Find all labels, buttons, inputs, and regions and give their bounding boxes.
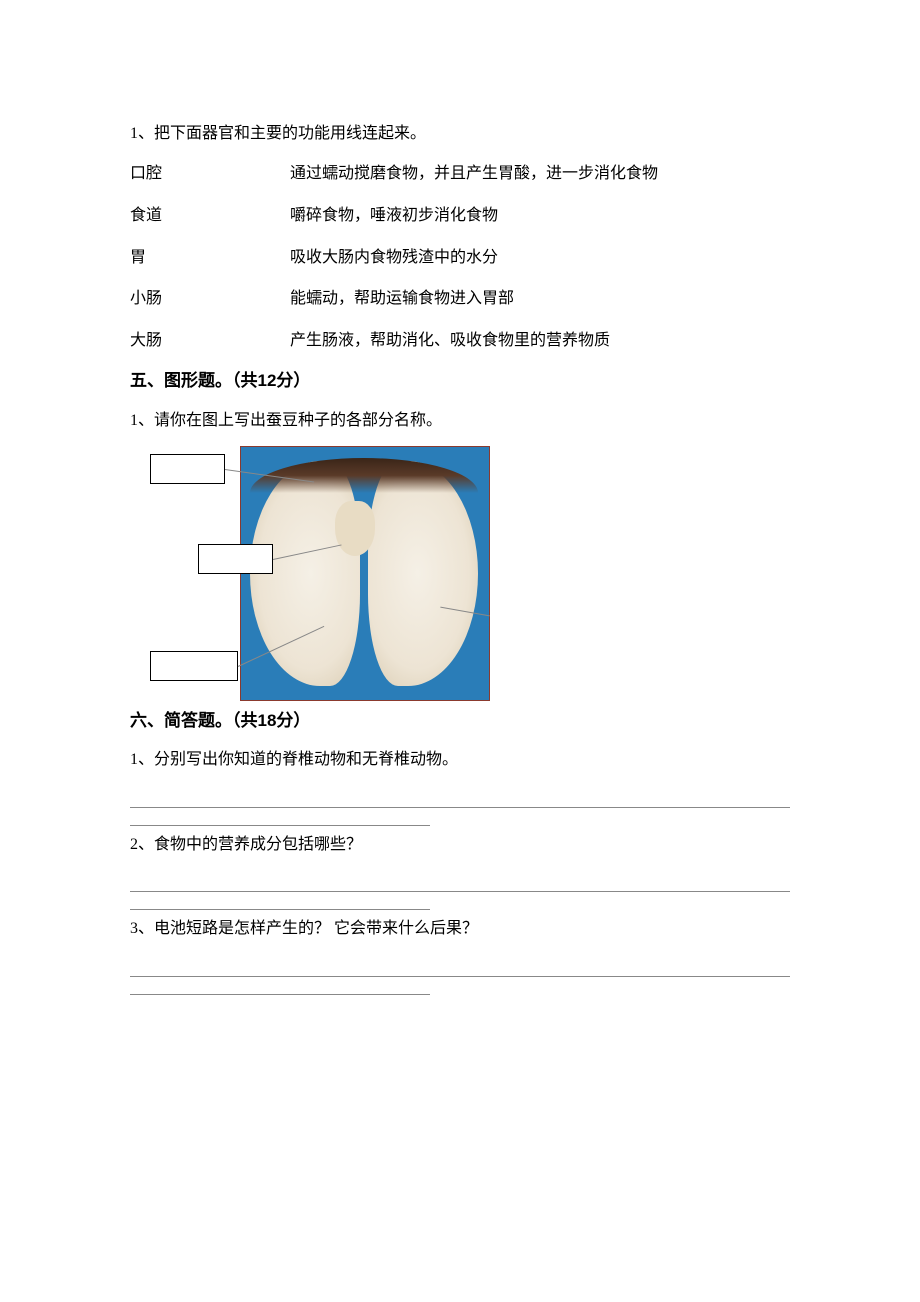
matching-row: 食道 嚼碎食物，唾液初步消化食物 <box>130 195 790 237</box>
function-label: 嚼碎食物，唾液初步消化食物 <box>290 195 790 237</box>
matching-row: 大肠 产生肠液，帮助消化、吸收食物里的营养物质 <box>130 320 790 362</box>
label-box-3[interactable] <box>150 651 238 681</box>
function-label: 通过蠕动搅磨食物，并且产生胃酸，进一步消化食物 <box>290 153 790 195</box>
answer-blank[interactable] <box>130 874 790 892</box>
q1-prompt: 1、把下面器官和主要的功能用线连起来。 <box>130 115 790 153</box>
function-label: 吸收大肠内食物残渣中的水分 <box>290 237 790 279</box>
organ-label: 胃 <box>130 237 290 279</box>
organ-label: 大肠 <box>130 320 290 362</box>
function-label: 能蠕动，帮助运输食物进入胃部 <box>290 278 790 320</box>
seed-embryo <box>335 501 375 556</box>
function-label: 产生肠液，帮助消化、吸收食物里的营养物质 <box>290 320 790 362</box>
section5-q1: 1、请你在图上写出蚕豆种子的各部分名称。 <box>130 402 790 440</box>
section6-q2: 2、食物中的营养成分包括哪些？ <box>130 826 790 864</box>
organ-label: 食道 <box>130 195 290 237</box>
matching-row: 小肠 能蠕动，帮助运输食物进入胃部 <box>130 278 790 320</box>
answer-blank[interactable] <box>130 892 430 910</box>
section5-header: 五、图形题。（共12分） <box>130 361 790 402</box>
section6-q3: 3、电池短路是怎样产生的？ 它会带来什么后果？ <box>130 910 790 948</box>
section6-q1: 1、分别写出你知道的脊椎动物和无脊椎动物。 <box>130 741 790 779</box>
label-box-2[interactable] <box>198 544 273 574</box>
organ-label: 小肠 <box>130 278 290 320</box>
answer-blank[interactable] <box>130 808 430 826</box>
label-box-1[interactable] <box>150 454 225 484</box>
answer-blank[interactable] <box>130 790 790 808</box>
section6-header: 六、简答题。（共18分） <box>130 701 790 742</box>
answer-blank[interactable] <box>130 977 430 995</box>
answer-blank[interactable] <box>130 959 790 977</box>
matching-row: 口腔 通过蠕动搅磨食物，并且产生胃酸，进一步消化食物 <box>130 153 790 195</box>
seed-diagram <box>150 446 490 701</box>
matching-row: 胃 吸收大肠内食物残渣中的水分 <box>130 237 790 279</box>
organ-label: 口腔 <box>130 153 290 195</box>
